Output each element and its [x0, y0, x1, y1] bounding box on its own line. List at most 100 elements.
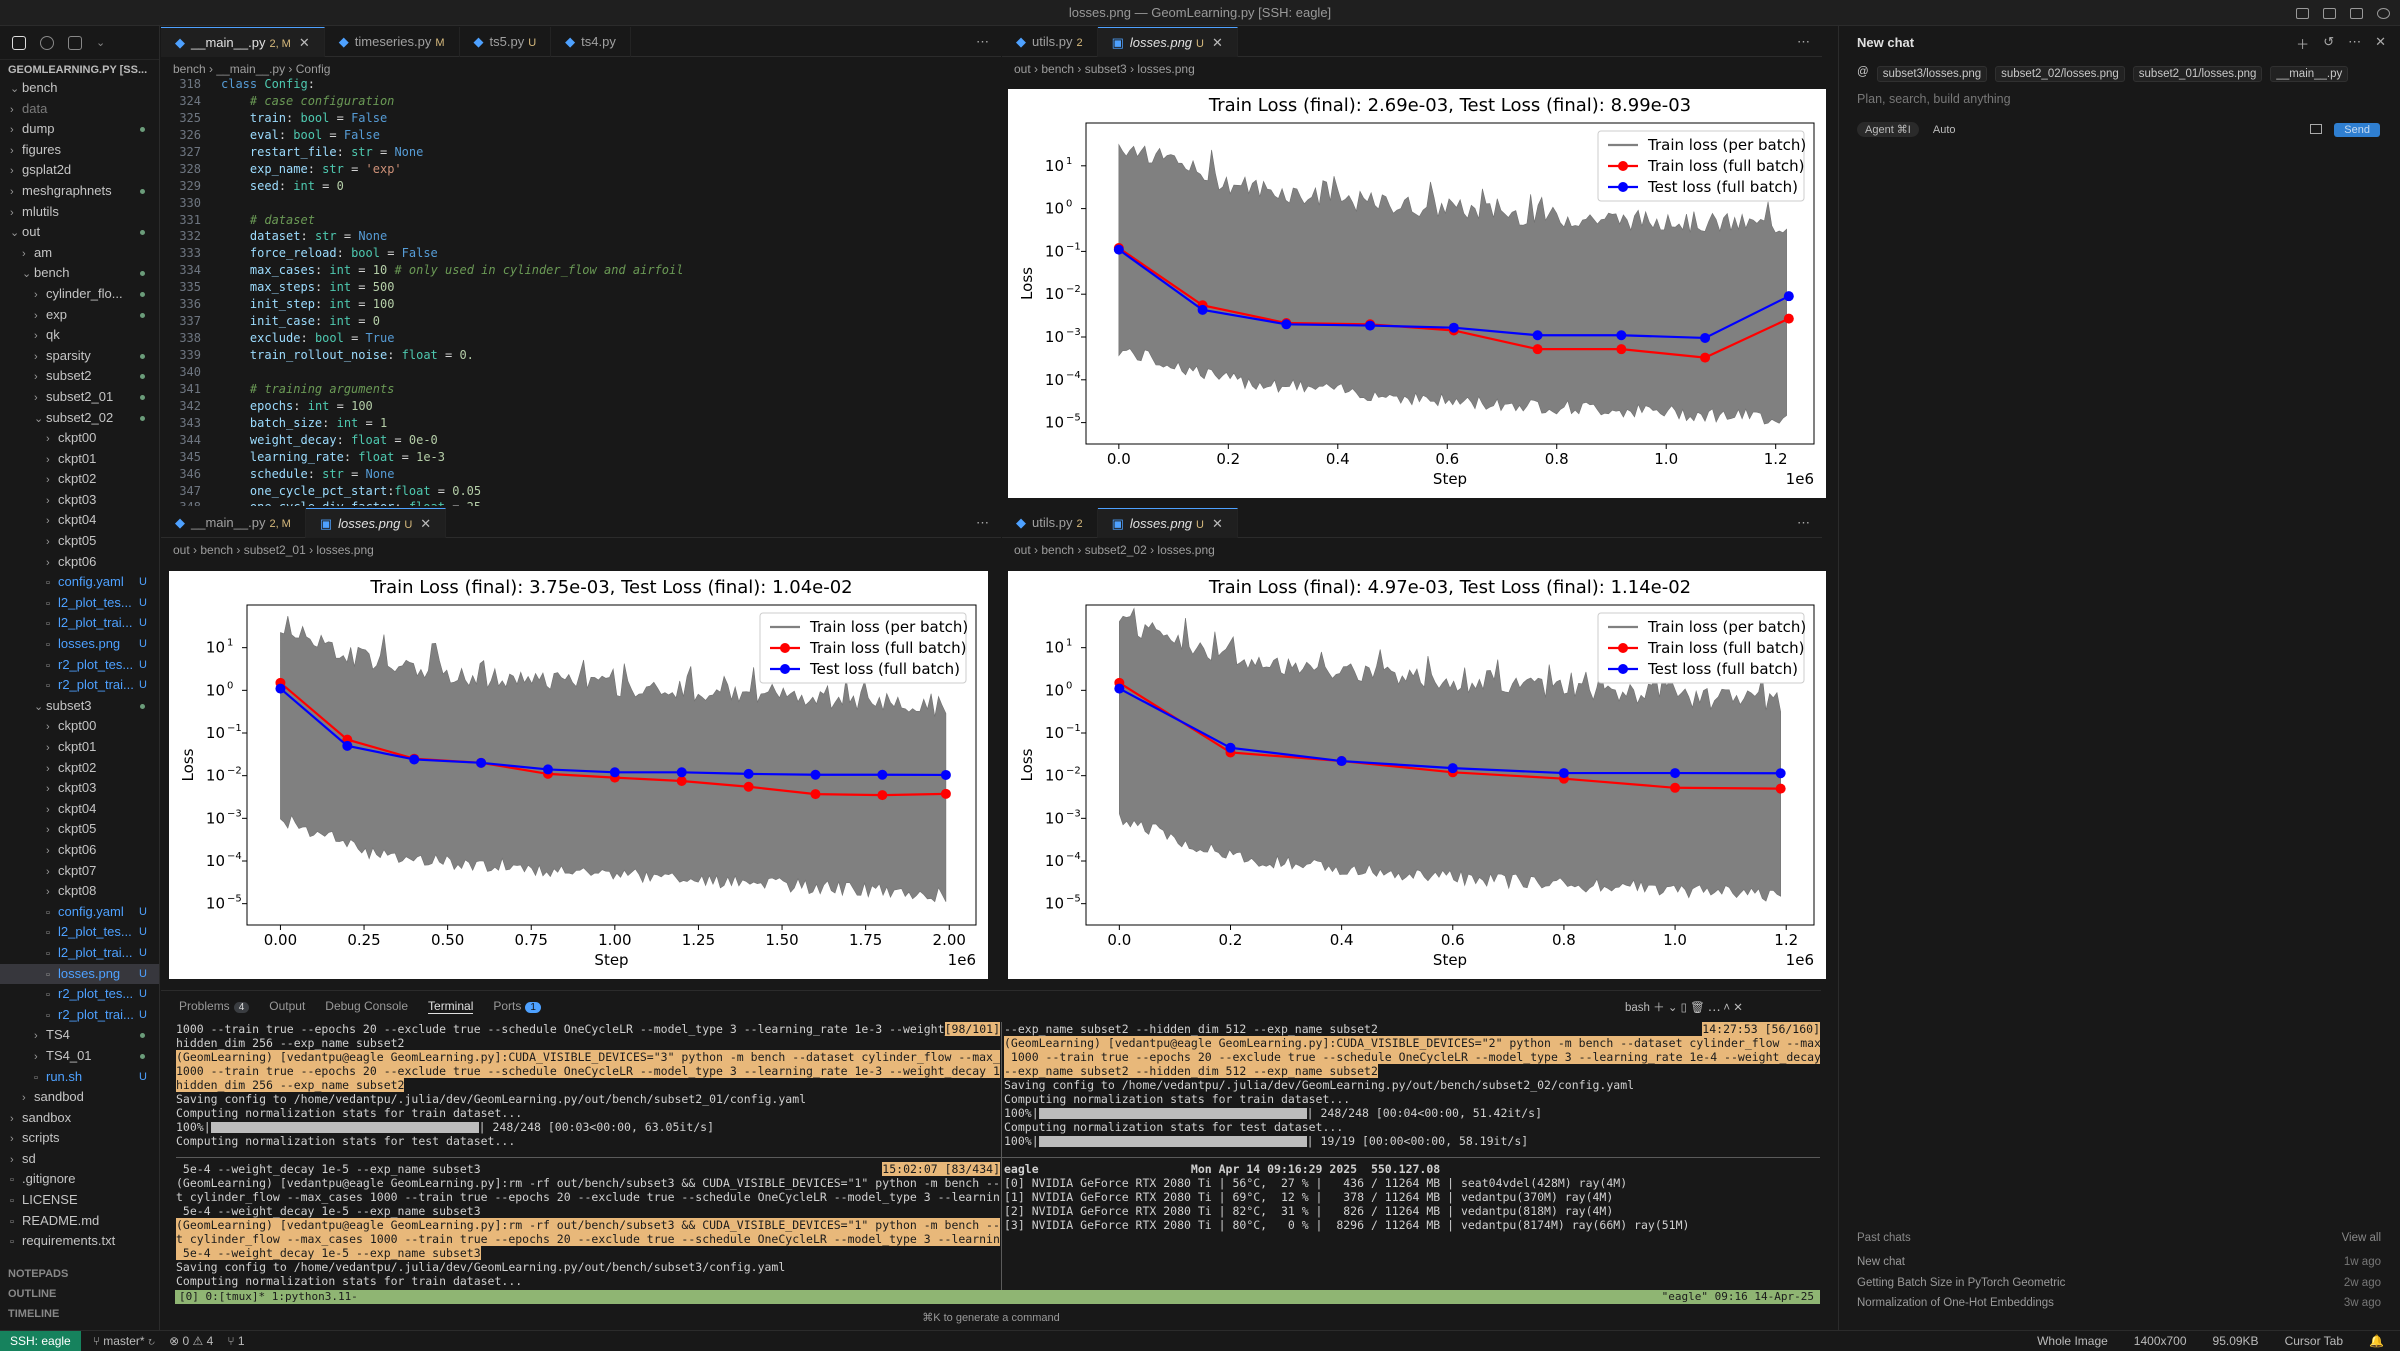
past-chat-item[interactable]: Getting Batch Size in PyTorch Geometric 2…	[1857, 1276, 2381, 1289]
context-chip[interactable]: subset2_02/losses.png	[1995, 66, 2125, 82]
tree-folder[interactable]: › ckpt08	[0, 881, 159, 902]
view-all-link[interactable]: View all	[2341, 1232, 2381, 1244]
cursor-tab-indicator[interactable]: Cursor Tab	[2284, 1334, 2344, 1348]
tree-folder[interactable]: › scripts	[0, 1128, 159, 1149]
tree-folder[interactable]: › ckpt05	[0, 531, 159, 552]
more-icon[interactable]: ⋯	[2348, 34, 2362, 49]
tree-file[interactable]: ▫ l2_plot_tes... U	[0, 593, 159, 614]
terminal-pane-bottom-left[interactable]: 5e-4 --weight_decay 1e-5 --exp_name subs…	[176, 1162, 1000, 1290]
tree-folder[interactable]: › ckpt02	[0, 758, 159, 779]
tree-folder[interactable]: › qk	[0, 325, 159, 346]
terminal-pane-top-left[interactable]: 1000 --train true --epochs 20 --exclude …	[176, 1022, 1000, 1152]
editor-tab[interactable]: ◆ ts5.py U	[460, 26, 552, 57]
image-zoom-mode[interactable]: Whole Image	[2037, 1334, 2108, 1348]
problems-indicator[interactable]: ⊗ 0 ⚠ 4	[169, 1333, 214, 1348]
outline-section[interactable]: OUTLINE	[8, 1288, 57, 1300]
ports-indicator[interactable]: ⑂ 1	[227, 1333, 245, 1348]
tree-folder[interactable]: › ckpt05	[0, 819, 159, 840]
toggle-panel-icon[interactable]	[2323, 7, 2336, 19]
tree-folder[interactable]: › ckpt00	[0, 716, 159, 737]
tree-file[interactable]: ▫ requirements.txt	[0, 1231, 159, 1252]
tree-file[interactable]: ▫ r2_plot_tes... U	[0, 984, 159, 1005]
terminal-shell-label[interactable]: bash ＋ ⌄ ▯ 🗑 ⋯ ˄ ✕	[1625, 1002, 1743, 1014]
tree-file[interactable]: ▫ losses.png U	[0, 634, 159, 655]
editor-tab[interactable]: ▣ losses.png U ✕	[1097, 26, 1238, 57]
panel-tab-debug-console[interactable]: Debug Console	[325, 999, 409, 1013]
tree-file[interactable]: ▫ losses.png U	[0, 963, 159, 985]
panel-tab-problems[interactable]: Problems 4	[179, 999, 250, 1013]
editor-actions-icon[interactable]: ⋯	[976, 34, 989, 49]
tree-file[interactable]: ▫ r2_plot_tes... U	[0, 655, 159, 676]
tree-folder[interactable]: › ckpt00	[0, 428, 159, 449]
tree-folder[interactable]: › ckpt03	[0, 778, 159, 799]
source-control-icon[interactable]	[68, 35, 82, 50]
close-tab-icon[interactable]: ✕	[420, 515, 432, 531]
remote-indicator[interactable]: SSH: eagle	[0, 1330, 81, 1351]
past-chat-item[interactable]: New chat 1w ago	[1857, 1256, 2381, 1268]
close-tab-icon[interactable]: ✕	[1212, 515, 1223, 531]
tree-folder[interactable]: › sd	[0, 1149, 159, 1170]
tree-file[interactable]: ▫ l2_plot_trai... U	[0, 943, 159, 964]
chevron-down-icon[interactable]: ⌄	[96, 37, 106, 49]
send-button[interactable]: Send	[2334, 123, 2380, 137]
image-attach-icon[interactable]	[2310, 124, 2322, 134]
tree-folder[interactable]: › ckpt03	[0, 490, 159, 511]
tree-folder[interactable]: › ckpt02	[0, 469, 159, 490]
tree-folder[interactable]: › TS4	[0, 1025, 159, 1046]
terminal-pane-top-right[interactable]: --exp_name subset2 --hidden_dim 512 --ex…	[1004, 1022, 1820, 1152]
chat-input[interactable]: Plan, search, build anything	[1857, 92, 2011, 106]
code-editor[interactable]: 318 class Config: 324 # case configuration…	[161, 76, 1001, 506]
tree-folder[interactable]: ⌄ subset2_02	[0, 408, 159, 429]
past-chat-item[interactable]: Normalization of One-Hot Embeddings 3w ag…	[1857, 1297, 2381, 1309]
at-icon[interactable]: @	[1857, 66, 1869, 78]
close-icon[interactable]: ✕	[2375, 34, 2386, 49]
tree-folder[interactable]: › subset2_01	[0, 387, 159, 408]
editor-tab[interactable]: ◆ __main__.py 2, M	[161, 507, 306, 538]
tree-file[interactable]: ▫ l2_plot_trai... U	[0, 613, 159, 634]
search-icon[interactable]	[40, 35, 54, 50]
editor-actions-icon[interactable]: ⋯	[976, 515, 989, 530]
tree-folder[interactable]: ⌄ out	[0, 222, 159, 243]
tree-folder[interactable]: › ckpt01	[0, 449, 159, 470]
panel-tab-output[interactable]: Output	[269, 999, 306, 1013]
explorer-icon[interactable]	[12, 35, 26, 50]
editor-tab[interactable]: ▣ losses.png U ✕	[305, 507, 447, 538]
tree-folder[interactable]: › TS4_01	[0, 1046, 159, 1067]
tree-folder[interactable]: ⌄ subset3	[0, 696, 159, 717]
tree-folder[interactable]: › exp	[0, 305, 159, 326]
tree-file[interactable]: ▫ config.yaml U	[0, 572, 159, 593]
close-tab-icon[interactable]: ✕	[1212, 34, 1223, 50]
tree-folder[interactable]: › ckpt07	[0, 861, 159, 882]
new-chat-icon[interactable]: ＋	[2296, 37, 2310, 52]
tree-folder[interactable]: ⌄ bench	[0, 78, 159, 99]
tree-folder[interactable]: › figures	[0, 140, 159, 161]
tree-folder[interactable]: › ckpt04	[0, 510, 159, 531]
tree-file[interactable]: ▫ r2_plot_trai... U	[0, 675, 159, 696]
panel-tab-terminal[interactable]: Terminal	[428, 998, 474, 1014]
tree-file[interactable]: ▫ r2_plot_trai... U	[0, 1005, 159, 1026]
context-chip[interactable]: __main__.py	[2270, 66, 2349, 82]
tree-folder[interactable]: › meshgraphnets	[0, 181, 159, 202]
toggle-sidebar-icon[interactable]	[2296, 7, 2309, 19]
context-chip[interactable]: subset2_01/losses.png	[2132, 66, 2263, 82]
editor-actions-icon[interactable]: ⋯	[1797, 34, 1810, 49]
history-icon[interactable]: ↺	[2323, 34, 2335, 49]
terminal-pane-bottom-right[interactable]: eagle Mon Apr 14 09:16:29 2025 550.127.0…	[1004, 1162, 1820, 1290]
settings-icon[interactable]	[2377, 7, 2390, 19]
tree-folder[interactable]: › sparsity	[0, 346, 159, 367]
toggle-secondary-sidebar-icon[interactable]	[2350, 7, 2363, 19]
tree-folder[interactable]: ⌄ bench	[0, 263, 159, 284]
editor-tab[interactable]: ◆ __main__.py 2, M ✕	[161, 26, 325, 57]
context-chip[interactable]: subset3/losses.png	[1876, 66, 1988, 82]
timeline-section[interactable]: TIMELINE	[8, 1308, 60, 1320]
tree-file[interactable]: ▫ config.yaml U	[0, 902, 159, 923]
tree-file[interactable]: ▫ README.md	[0, 1211, 159, 1232]
tree-folder[interactable]: › ckpt01	[0, 737, 159, 758]
editor-tab[interactable]: ◆ ts4.py	[551, 26, 631, 57]
tree-folder[interactable]: › ckpt06	[0, 840, 159, 861]
tree-folder[interactable]: › ckpt06	[0, 552, 159, 573]
tree-file[interactable]: ▫ LICENSE	[0, 1190, 159, 1211]
notepads-section[interactable]: NOTEPADS	[8, 1268, 69, 1280]
tree-folder[interactable]: › gsplat2d	[0, 160, 159, 181]
tree-file[interactable]: ▫ run.sh U	[0, 1067, 159, 1088]
